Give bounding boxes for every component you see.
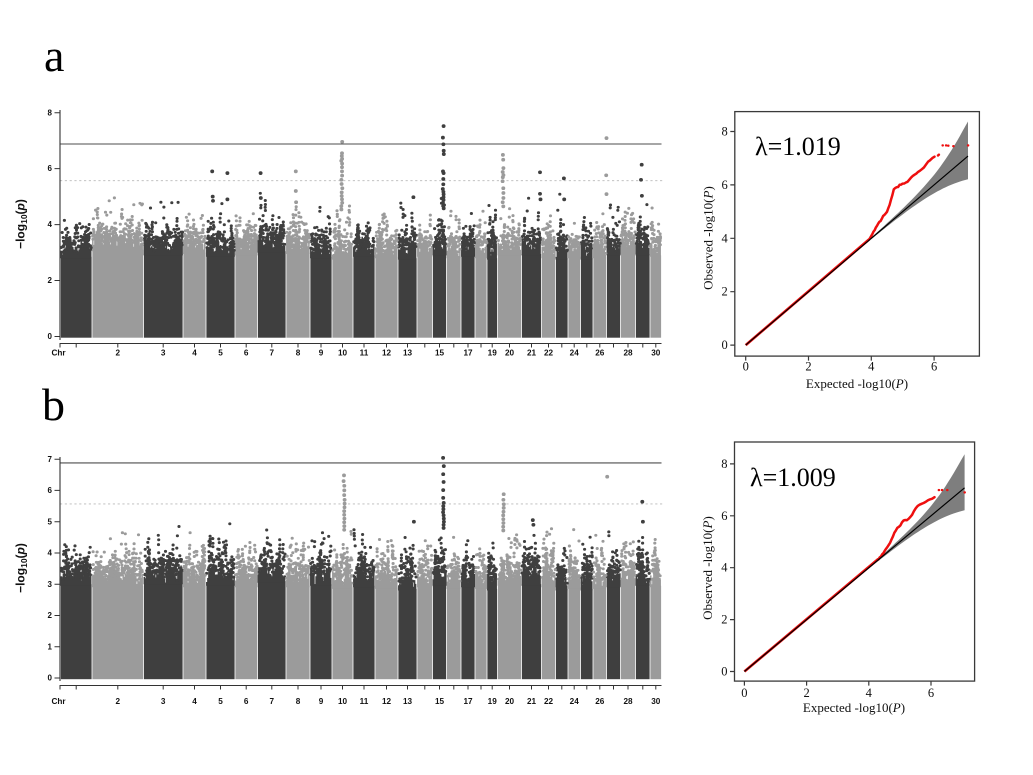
svg-text:6: 6: [722, 178, 728, 192]
svg-text:6: 6: [244, 697, 249, 706]
svg-text:26: 26: [595, 348, 605, 357]
svg-text:4: 4: [48, 549, 53, 558]
svg-text:12: 12: [382, 348, 392, 357]
svg-text:7: 7: [270, 348, 275, 357]
svg-text:5: 5: [48, 517, 53, 526]
svg-text:0: 0: [741, 686, 747, 700]
svg-text:6: 6: [931, 360, 937, 374]
svg-text:24: 24: [570, 348, 580, 357]
svg-text:24: 24: [570, 697, 580, 706]
svg-text:2: 2: [116, 348, 121, 357]
svg-text:λ=1.009: λ=1.009: [750, 463, 836, 492]
svg-text:Expected -log10(P): Expected -log10(P): [803, 700, 905, 715]
svg-text:2: 2: [48, 276, 53, 285]
svg-text:2: 2: [722, 285, 728, 299]
svg-text:30: 30: [651, 697, 661, 706]
svg-text:10: 10: [338, 697, 348, 706]
svg-text:2: 2: [803, 686, 809, 700]
svg-text:6: 6: [48, 164, 53, 173]
svg-text:8: 8: [296, 697, 301, 706]
svg-text:21: 21: [527, 697, 537, 706]
svg-text:8: 8: [722, 125, 728, 139]
svg-text:7: 7: [48, 455, 53, 464]
svg-text:10: 10: [338, 348, 348, 357]
svg-text:a: a: [44, 30, 64, 81]
svg-text:2: 2: [805, 360, 811, 374]
svg-text:1: 1: [48, 642, 53, 651]
svg-text:λ=1.019: λ=1.019: [755, 132, 841, 161]
svg-text:Chr: Chr: [51, 348, 66, 357]
svg-text:2: 2: [721, 613, 727, 627]
svg-text:4: 4: [866, 686, 873, 700]
svg-text:15: 15: [435, 697, 445, 706]
svg-text:3: 3: [161, 348, 166, 357]
svg-text:22: 22: [544, 697, 554, 706]
svg-text:30: 30: [651, 348, 661, 357]
svg-text:9: 9: [319, 348, 324, 357]
svg-text:28: 28: [623, 348, 633, 357]
svg-text:4: 4: [192, 697, 197, 706]
svg-text:26: 26: [595, 697, 605, 706]
svg-text:28: 28: [623, 697, 633, 706]
svg-text:3: 3: [48, 580, 53, 589]
svg-text:Observed -log10(P): Observed -log10(P): [700, 186, 715, 290]
svg-text:6: 6: [721, 509, 727, 523]
svg-text:8: 8: [721, 457, 727, 471]
svg-text:4: 4: [868, 360, 875, 374]
svg-text:8: 8: [296, 348, 301, 357]
svg-text:Chr: Chr: [51, 697, 66, 706]
svg-text:21: 21: [527, 348, 537, 357]
svg-text:8: 8: [48, 108, 53, 117]
svg-text:13: 13: [403, 697, 413, 706]
svg-text:0: 0: [743, 360, 749, 374]
svg-text:−log10(p): −log10(p): [14, 199, 30, 249]
svg-text:0: 0: [48, 674, 53, 683]
svg-text:17: 17: [463, 697, 473, 706]
svg-text:13: 13: [403, 348, 413, 357]
svg-text:0: 0: [48, 332, 53, 341]
svg-text:6: 6: [48, 486, 53, 495]
svg-text:15: 15: [435, 348, 445, 357]
svg-text:−log10(p): −log10(p): [14, 543, 30, 593]
svg-text:22: 22: [544, 348, 554, 357]
svg-text:4: 4: [48, 220, 53, 229]
svg-text:4: 4: [722, 231, 729, 245]
svg-text:4: 4: [192, 348, 197, 357]
svg-text:4: 4: [721, 561, 728, 575]
svg-text:19: 19: [488, 348, 498, 357]
svg-text:17: 17: [463, 348, 473, 357]
svg-text:12: 12: [382, 697, 392, 706]
svg-text:11: 11: [360, 697, 369, 706]
svg-text:0: 0: [721, 665, 727, 679]
svg-text:6: 6: [928, 686, 934, 700]
svg-text:7: 7: [270, 697, 275, 706]
svg-text:9: 9: [319, 697, 324, 706]
svg-text:3: 3: [161, 697, 166, 706]
svg-text:11: 11: [360, 348, 369, 357]
svg-text:2: 2: [116, 697, 121, 706]
svg-text:Observed -log10(P): Observed -log10(P): [700, 516, 715, 620]
svg-text:Expected -log10(P): Expected -log10(P): [806, 376, 908, 391]
svg-text:5: 5: [218, 348, 223, 357]
svg-text:6: 6: [244, 348, 249, 357]
svg-text:20: 20: [505, 348, 515, 357]
svg-text:0: 0: [722, 338, 728, 352]
svg-text:5: 5: [218, 697, 223, 706]
svg-text:2: 2: [48, 611, 53, 620]
svg-text:b: b: [42, 379, 65, 430]
svg-text:20: 20: [505, 697, 515, 706]
svg-text:19: 19: [488, 697, 498, 706]
